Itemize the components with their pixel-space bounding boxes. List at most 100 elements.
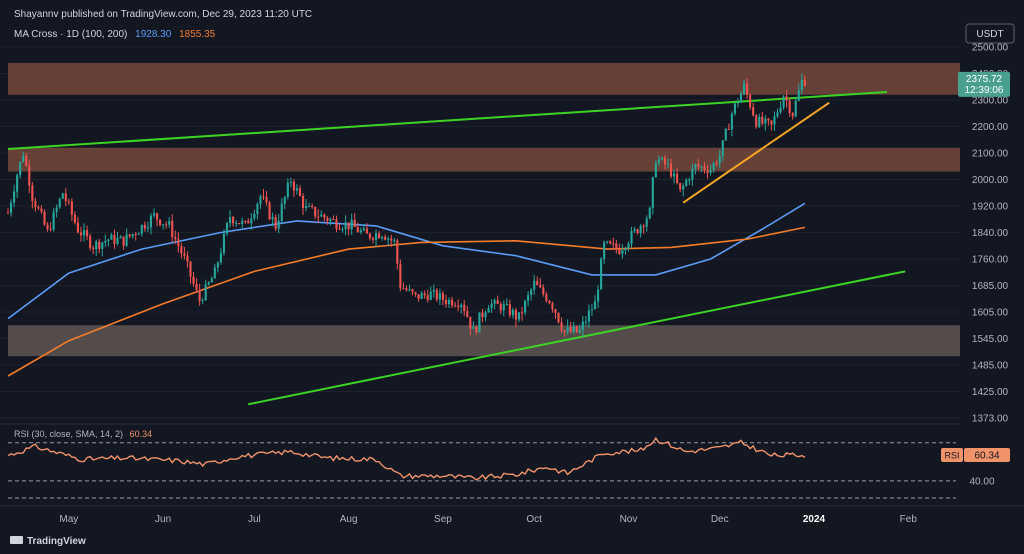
candle xyxy=(730,111,733,137)
candle xyxy=(268,200,271,221)
candle-body xyxy=(517,312,521,320)
candle xyxy=(673,169,676,184)
candle xyxy=(271,212,274,227)
tradingview-logo-icon xyxy=(10,536,23,544)
candle xyxy=(590,303,594,316)
candle xyxy=(460,303,463,314)
candle-body xyxy=(344,222,347,229)
candle-body xyxy=(350,219,353,230)
price-tick-label: 1605.00 xyxy=(972,308,1009,319)
time-axis[interactable]: May Jun Jul Aug Sep Oct Nov Dec 2024 Feb xyxy=(0,505,1024,525)
candle-body xyxy=(241,220,244,225)
candle-body xyxy=(463,304,466,312)
candle xyxy=(706,165,709,179)
candle xyxy=(152,208,156,218)
candle xyxy=(615,239,618,254)
candle xyxy=(797,83,800,102)
candle xyxy=(657,155,660,166)
price-tick-label: 2100.00 xyxy=(972,149,1009,160)
publisher-text: Shayannv published on TradingView.com, D… xyxy=(14,9,312,20)
candle xyxy=(204,279,207,302)
candle-body xyxy=(435,289,438,300)
candle xyxy=(578,324,581,334)
candle xyxy=(149,213,153,235)
candle-body xyxy=(603,242,606,259)
candle-body xyxy=(152,213,156,216)
candle xyxy=(277,213,280,234)
rsi-tick-label: 40.00 xyxy=(969,476,994,487)
candle xyxy=(131,233,134,239)
candle xyxy=(542,284,545,297)
indicator-legend: MA Cross · 1D (100, 200) 1928.30 1855.35 xyxy=(14,29,216,40)
candle-body xyxy=(326,217,329,221)
candle xyxy=(767,117,770,126)
candle xyxy=(423,290,426,299)
candle-body xyxy=(688,179,691,181)
candle-body xyxy=(566,327,569,332)
candle-body xyxy=(107,239,110,241)
candle xyxy=(155,212,159,227)
candle-body xyxy=(770,120,773,125)
candle xyxy=(241,217,244,229)
candle-body xyxy=(168,220,171,225)
candle-body xyxy=(627,243,630,249)
last-price-label xyxy=(958,71,1010,97)
candle-body xyxy=(733,103,736,114)
candle-body xyxy=(557,312,560,323)
candle xyxy=(566,319,569,336)
candle-body xyxy=(61,193,64,199)
candle-body xyxy=(715,163,718,165)
candle xyxy=(405,285,408,292)
candle xyxy=(523,299,527,316)
candle-body xyxy=(52,211,55,230)
candle xyxy=(308,202,311,208)
candle xyxy=(341,226,344,233)
candle-body xyxy=(785,96,788,101)
candle xyxy=(408,284,411,292)
candle xyxy=(572,321,575,334)
currency-box[interactable] xyxy=(965,23,1015,44)
candle-body xyxy=(262,196,265,198)
candle xyxy=(326,215,329,225)
candle xyxy=(320,210,323,217)
candle xyxy=(113,229,116,249)
candle-body xyxy=(478,312,481,333)
candle xyxy=(289,177,292,188)
candle-body xyxy=(362,228,365,231)
candle xyxy=(527,291,530,307)
candle-body xyxy=(225,223,229,234)
candle-body xyxy=(691,168,694,180)
price-tick-label: 1545.00 xyxy=(972,334,1009,345)
candle-body xyxy=(554,309,557,313)
candle xyxy=(545,291,548,303)
candle xyxy=(399,259,402,292)
candle-body xyxy=(232,216,235,224)
candle xyxy=(210,276,213,283)
candle-body xyxy=(308,206,311,208)
candle-body xyxy=(28,165,31,186)
candle-body xyxy=(572,326,575,332)
candle-body xyxy=(384,236,387,240)
candle xyxy=(122,236,125,250)
candle-body xyxy=(712,163,715,170)
candle xyxy=(335,215,338,233)
candle xyxy=(530,287,533,301)
candle-body xyxy=(238,223,241,225)
price-tick-label: 1685.00 xyxy=(972,281,1009,292)
candle xyxy=(742,79,746,96)
candle-body xyxy=(633,229,636,231)
candle-body xyxy=(405,288,408,291)
candlesticks[interactable] xyxy=(6,73,806,338)
candle xyxy=(323,213,326,222)
candle xyxy=(414,291,417,297)
candle-body xyxy=(359,230,362,233)
candle xyxy=(374,229,378,247)
candle xyxy=(110,232,113,240)
candle xyxy=(600,257,603,290)
candle-body xyxy=(92,248,95,250)
tradingview-logo[interactable]: TradingView xyxy=(10,536,86,547)
candle xyxy=(520,306,524,321)
candle xyxy=(666,158,670,169)
candle-body xyxy=(73,214,76,223)
